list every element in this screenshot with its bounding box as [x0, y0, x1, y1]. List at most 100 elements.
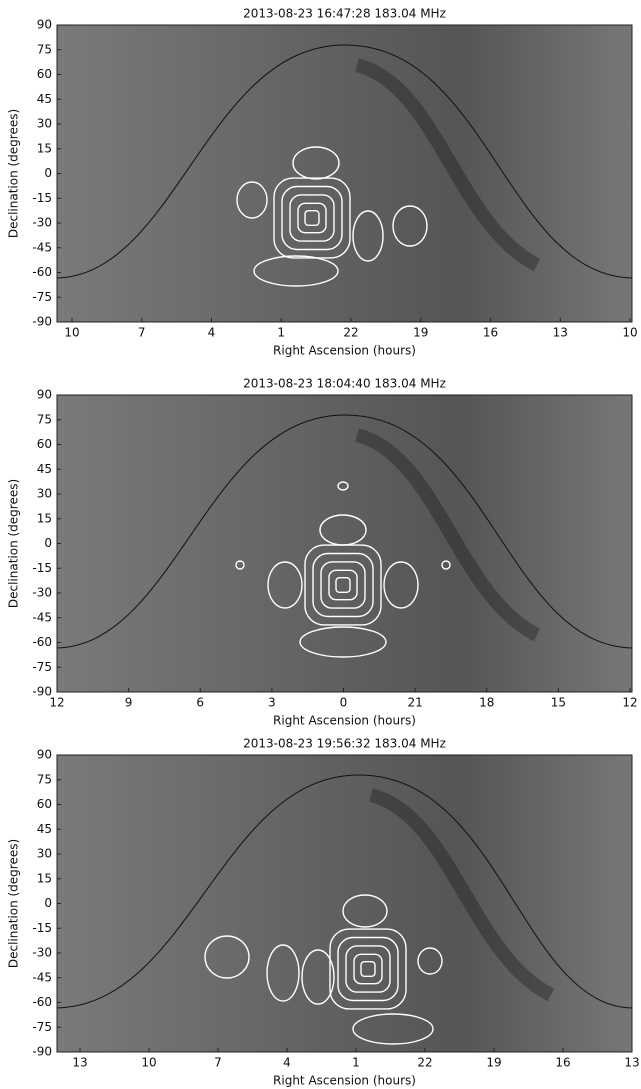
beam-contour	[312, 552, 374, 618]
x-tick-label: 19	[486, 1056, 501, 1070]
sidelobe-contour	[417, 947, 443, 975]
dark-band	[368, 788, 555, 1002]
x-tick-label: 1	[352, 1056, 360, 1070]
y-tick-label: 60	[37, 797, 52, 811]
x-tick-label: 22	[417, 1056, 432, 1070]
x-tick-label: 1	[277, 326, 285, 340]
sidelobe-contour	[441, 560, 451, 570]
y-tick-label: 75	[37, 42, 52, 56]
beam-contour	[297, 202, 327, 234]
sky-image	[56, 394, 633, 693]
y-tick-label: 45	[37, 822, 52, 836]
x-tick-label: 13	[624, 1056, 639, 1070]
y-tick-label: -75	[32, 660, 52, 674]
y-tick-label: 15	[37, 511, 52, 525]
y-tick-label: -90	[32, 315, 52, 329]
x-tick-label: 10	[64, 326, 79, 340]
x-tick-label: 7	[214, 1056, 222, 1070]
sidelobe-contour	[337, 481, 349, 491]
y-tick-label: -75	[32, 1020, 52, 1034]
y-tick-label: 30	[37, 117, 52, 131]
y-tick-label: -45	[32, 240, 52, 254]
sidelobe-contour	[342, 894, 388, 928]
horizon-curve	[56, 774, 633, 1009]
y-tick-label: -45	[32, 970, 52, 984]
y-tick-label: 75	[37, 772, 52, 786]
sidelobe-contour	[352, 1013, 434, 1045]
sidelobe-contour	[392, 205, 428, 247]
y-tick-label: -45	[32, 610, 52, 624]
y-tick-label: 0	[44, 536, 52, 550]
x-tick-label: 4	[208, 326, 216, 340]
sidelobe-contour	[236, 181, 268, 219]
y-tick-label: -15	[32, 921, 52, 935]
x-tick-label: 9	[125, 696, 133, 710]
y-tick-label: -75	[32, 290, 52, 304]
y-tick-label: 30	[37, 487, 52, 501]
x-tick-label: 15	[551, 696, 566, 710]
x-tick-label: 7	[138, 326, 146, 340]
x-tick-label: 21	[407, 696, 422, 710]
y-tick-label: -60	[32, 995, 52, 1009]
y-axis-label: Declination (degrees)	[7, 839, 21, 968]
horizon-curve	[56, 44, 633, 279]
y-tick-label: -90	[32, 1045, 52, 1059]
chart-title: 2013-08-23 18:04:40 183.04 MHz	[243, 377, 446, 391]
beam-contour	[329, 928, 407, 1010]
y-tick-label: 45	[37, 462, 52, 476]
sidelobe-contour	[292, 146, 340, 180]
beam-contour	[304, 209, 320, 227]
x-tick-label: 13	[553, 326, 568, 340]
x-tick-label: 22	[343, 326, 358, 340]
sidelobe-contour	[352, 210, 384, 262]
y-tick-label: 75	[37, 412, 52, 426]
y-tick-label: -30	[32, 946, 52, 960]
x-tick-label: 12	[49, 696, 64, 710]
y-axis-label: Declination (degrees)	[7, 109, 21, 238]
sidelobe-contour	[301, 949, 335, 1005]
sky-image	[56, 24, 633, 323]
chart-title: 2013-08-23 16:47:28 183.04 MHz	[243, 7, 446, 21]
dark-band	[354, 58, 541, 272]
x-axis-label: Right Ascension (hours)	[273, 1074, 416, 1088]
x-tick-label: 0	[340, 696, 348, 710]
x-tick-label: 13	[72, 1056, 87, 1070]
y-tick-label: 15	[37, 871, 52, 885]
dark-band	[354, 428, 541, 642]
beam-contour	[337, 936, 399, 1002]
y-tick-label: -30	[32, 216, 52, 230]
beam-contour	[360, 960, 376, 978]
x-tick-label: 3	[268, 696, 276, 710]
y-tick-label: -60	[32, 265, 52, 279]
x-tick-label: 19	[413, 326, 428, 340]
overlay	[56, 44, 633, 287]
horizon-curve	[56, 414, 633, 649]
y-tick-label: -15	[32, 191, 52, 205]
y-tick-label: 60	[37, 437, 52, 451]
y-tick-label: 90	[37, 388, 52, 402]
y-tick-label: 0	[44, 166, 52, 180]
y-tick-label: -15	[32, 561, 52, 575]
x-tick-label: 18	[479, 696, 494, 710]
x-axis-label: Right Ascension (hours)	[273, 344, 416, 358]
chart-title: 2013-08-23 19:56:32 183.04 MHz	[243, 737, 446, 751]
x-tick-label: 12	[622, 696, 637, 710]
y-tick-label: 0	[44, 896, 52, 910]
overlay	[56, 414, 633, 658]
y-tick-label: 90	[37, 748, 52, 762]
y-axis-label: Declination (degrees)	[7, 479, 21, 608]
y-tick-label: 30	[37, 847, 52, 861]
beam-contour	[289, 194, 335, 242]
sidelobe-contour	[266, 944, 300, 1002]
x-axis-label: Right Ascension (hours)	[273, 714, 416, 728]
x-tick-label: 10	[622, 326, 637, 340]
overlay	[56, 774, 633, 1045]
beam-contour	[345, 945, 391, 993]
sidelobe-contour	[235, 560, 245, 570]
sidelobe-contour	[383, 561, 419, 609]
x-tick-label: 6	[196, 696, 204, 710]
beam-contour	[320, 561, 366, 609]
beam-contour	[335, 576, 351, 594]
x-tick-label: 4	[283, 1056, 291, 1070]
